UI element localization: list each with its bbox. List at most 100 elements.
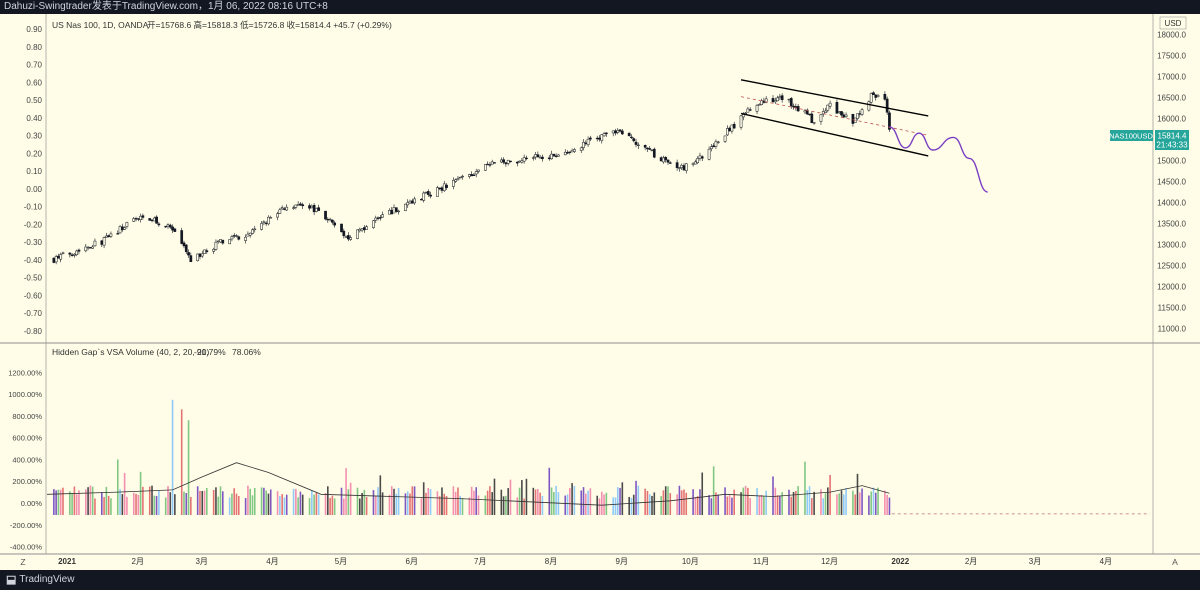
candle-body (426, 191, 430, 195)
price-tag-value: 15814.4 (1158, 132, 1187, 141)
candle-body (100, 240, 104, 245)
symbol-legend[interactable]: US Nas 100, 1D, OANDA (52, 20, 149, 30)
volume-bar (605, 492, 608, 515)
candle-body (310, 205, 314, 209)
volume-bar (509, 479, 512, 515)
left-axis[interactable]: 0.90 0.80 0.70 0.60 0.50 0.40 0.30 0.20 0.10 0.00… (24, 25, 43, 336)
candle-body (57, 255, 60, 259)
candle-body (595, 137, 599, 140)
time-tick-label: 12月 (821, 557, 838, 566)
candle-body (860, 109, 864, 115)
volume-bar (644, 488, 646, 515)
volume-bar (699, 489, 701, 515)
timezone-button[interactable]: Z (20, 557, 25, 567)
auto-scale-button[interactable]: A (1172, 557, 1178, 567)
volume-bar (548, 467, 551, 515)
candle-body (280, 207, 284, 210)
volume-bar (422, 482, 425, 515)
time-axis[interactable]: 2021 2月 3月 4月 5月 6月 7月 8月 9月 10月 11月 12月 2022 2月 3月 4月 (58, 557, 1112, 566)
candle-body (710, 146, 713, 150)
candle-body (203, 249, 206, 254)
volume-bar (164, 497, 167, 515)
candle-body (248, 232, 252, 236)
currency-badge[interactable] (1159, 16, 1187, 30)
volume-bar (664, 486, 667, 515)
price-tag-countdown: 21:43:33 (1156, 141, 1188, 150)
candle-body (344, 236, 348, 238)
volume-bar (116, 459, 119, 515)
volume-bar (612, 497, 614, 515)
candle-body (739, 115, 743, 128)
candle-body (648, 148, 652, 150)
volume-bar (406, 491, 409, 515)
price-axis[interactable]: 18000.017500.017000.016500.016000.015500… (1157, 31, 1186, 334)
volume-bar (836, 494, 838, 515)
volume-bar (760, 495, 763, 515)
volume-bar (100, 492, 103, 515)
volume-bar (265, 490, 267, 515)
volume-bar (215, 487, 217, 515)
volume-bar (263, 487, 265, 515)
volume-bar (374, 496, 377, 515)
volume-bar (126, 496, 128, 515)
volume-bar (874, 492, 877, 515)
volume-bar (477, 495, 480, 515)
candle-body (525, 157, 528, 160)
candle-body (602, 133, 606, 137)
volume-tick-label: 200.00% (12, 477, 42, 486)
candle-body (315, 208, 318, 212)
candle-body (867, 101, 871, 111)
candle-body (251, 229, 254, 234)
volume-bar (148, 486, 151, 515)
volume-bar (119, 489, 121, 515)
volume-bar (580, 490, 583, 515)
candle-body (502, 159, 505, 163)
candle-body (132, 218, 136, 222)
time-tick-label: 9月 (616, 557, 628, 566)
candle-body (684, 163, 688, 171)
candle-body (442, 183, 446, 191)
candle-body (616, 130, 620, 133)
candle-body (141, 215, 145, 218)
volume-bar (772, 476, 774, 515)
candle-body (77, 249, 81, 252)
channel-upper-line[interactable] (740, 79, 929, 117)
price-tick-label: 13000.0 (1157, 241, 1186, 250)
volume-bar (180, 409, 183, 515)
candle-body (182, 242, 186, 247)
price-tick-label: 15000.0 (1157, 157, 1186, 166)
candle-body (358, 229, 362, 232)
volume-bar (89, 485, 92, 515)
volume-bar (582, 487, 585, 515)
candle-body (520, 160, 524, 163)
volume-bar (169, 492, 172, 515)
candle-body (136, 218, 140, 220)
channel-lower-line[interactable] (740, 112, 929, 157)
candle-body (757, 104, 761, 106)
candle-body (452, 180, 455, 187)
candle-body (477, 169, 480, 172)
candle-body (794, 106, 798, 108)
chart-area[interactable]: US Nas 100, 1D, OANDA 开=15768.6 高=15818.… (0, 14, 1200, 570)
candle-body (458, 176, 462, 179)
candle-body (810, 113, 814, 124)
candle-body (235, 235, 238, 237)
projection-path[interactable] (889, 126, 988, 193)
candle-body (668, 162, 672, 164)
volume-bar (489, 486, 491, 515)
candle-body (116, 233, 120, 235)
candle-body (851, 113, 855, 124)
candle-body (73, 253, 76, 256)
volume-bar (822, 498, 825, 515)
candle-body (627, 132, 631, 137)
volume-bar (69, 491, 71, 515)
volume-axis[interactable]: 1200.00% 1000.00% 800.00% 600.00% 400.00% 200… (8, 368, 42, 551)
candle-body (780, 95, 784, 100)
volume-bar (251, 495, 254, 515)
chart-canvas[interactable]: US Nas 100, 1D, OANDA 开=15768.6 高=15818.… (0, 14, 1200, 570)
candle-body (493, 162, 496, 164)
candle-body (796, 106, 800, 112)
price-tick-label: 16500.0 (1157, 94, 1186, 103)
channel-mid-line[interactable] (740, 96, 929, 136)
indicator-legend[interactable]: Hidden Gap`s VSA Volume (40, 2, 20, 20) (52, 347, 210, 357)
